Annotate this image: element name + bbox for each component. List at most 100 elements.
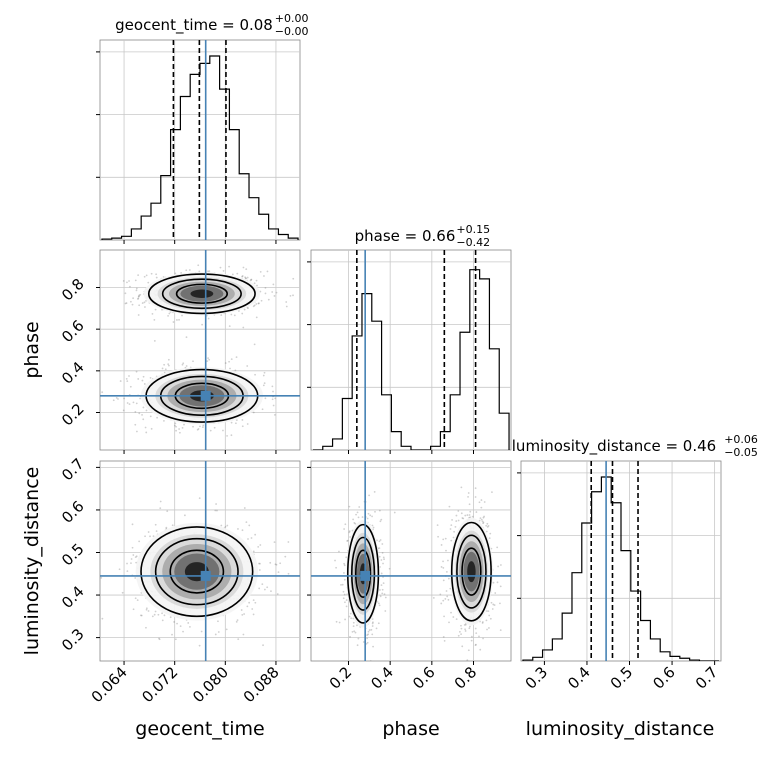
sample-point [365,642,368,645]
sample-point [158,638,161,641]
sample-point [187,622,190,624]
sample-point [475,632,478,635]
sample-point [226,524,229,527]
sample-point [145,607,148,610]
sample-point [270,590,272,593]
sample-point [478,635,480,638]
y-tick-label: 0.3 [58,625,88,655]
sample-point [448,505,451,508]
sample-point [171,633,173,636]
sample-point [253,343,256,346]
title-text: luminosity_distance = 0.46 [512,437,716,456]
sample-point [367,512,370,515]
sample-point [217,631,220,633]
sample-point [450,524,453,527]
sample-point [482,522,485,525]
sample-point [342,597,345,600]
sample-point [462,517,465,520]
sample-point [250,537,253,539]
sample-point [499,585,502,588]
sample-point [369,514,372,517]
sample-point [172,321,175,323]
sample-point [250,278,253,281]
sample-point [189,625,191,628]
sample-point [181,363,184,366]
sample-point [135,289,138,292]
sample-point [260,299,263,302]
sample-point [469,516,472,519]
sample-point [303,388,305,390]
sample-point [257,545,260,548]
sample-point [483,515,485,518]
sample-point [161,612,163,615]
sample-point [180,272,183,274]
sample-point [376,539,378,542]
sample-point [143,275,146,278]
sample-point [126,570,129,572]
contour-line [461,547,482,596]
sample-point [158,637,160,640]
sample-point [274,563,277,566]
sample-point [207,317,210,320]
x-tick-label: 0.4 [564,663,594,693]
sample-point [442,538,445,541]
sample-point [352,518,355,521]
sample-point [119,380,122,382]
x-axis-label-luminosity_distance: luminosity_distance [526,718,715,740]
sample-point [123,397,125,400]
sample-point [381,551,384,554]
sample-point [372,645,374,648]
sample-point [178,431,181,434]
sample-point [348,505,351,508]
sample-point [442,599,445,602]
sample-point [144,306,146,308]
sample-point [230,313,233,316]
sample-point [344,523,347,526]
sample-point [345,599,348,601]
sample-point [285,301,288,303]
x-tick-label: 0.5 [607,663,637,693]
sample-point [258,562,260,565]
sample-point [179,625,182,628]
sample-point [124,302,127,305]
sample-point [264,286,267,289]
sample-point [137,295,140,298]
sample-point [252,613,255,616]
sample-point [488,537,491,540]
sample-point [357,637,360,640]
sample-point [440,566,443,568]
sample-point [366,641,369,644]
sample-point [209,429,212,432]
sample-point [201,426,204,429]
sample-point [346,540,349,542]
sample-point [225,628,228,631]
contour-line [147,273,256,315]
sample-point [349,635,351,638]
sample-point [447,559,449,562]
sample-point [343,562,346,565]
sample-point [121,591,124,594]
sample-point [486,628,488,631]
sample-point [490,601,493,604]
sample-point [243,308,246,311]
sample-point [230,358,233,361]
sample-point [145,626,147,629]
sample-point [137,298,139,300]
sample-point [139,293,142,296]
sample-point [222,270,225,272]
sample-point [138,540,141,543]
sample-point [470,639,473,642]
sample-point [255,303,258,305]
sample-point [101,617,104,620]
contour-line [354,549,372,598]
sample-point [135,555,138,558]
sample-point [380,572,383,575]
sample-point [138,412,141,415]
sample-point [233,314,236,317]
sample-point [271,398,274,401]
sample-point [384,610,387,612]
sample-point [348,531,351,534]
sample-point [234,369,237,372]
sample-point [235,356,238,359]
sample-point [436,524,439,526]
